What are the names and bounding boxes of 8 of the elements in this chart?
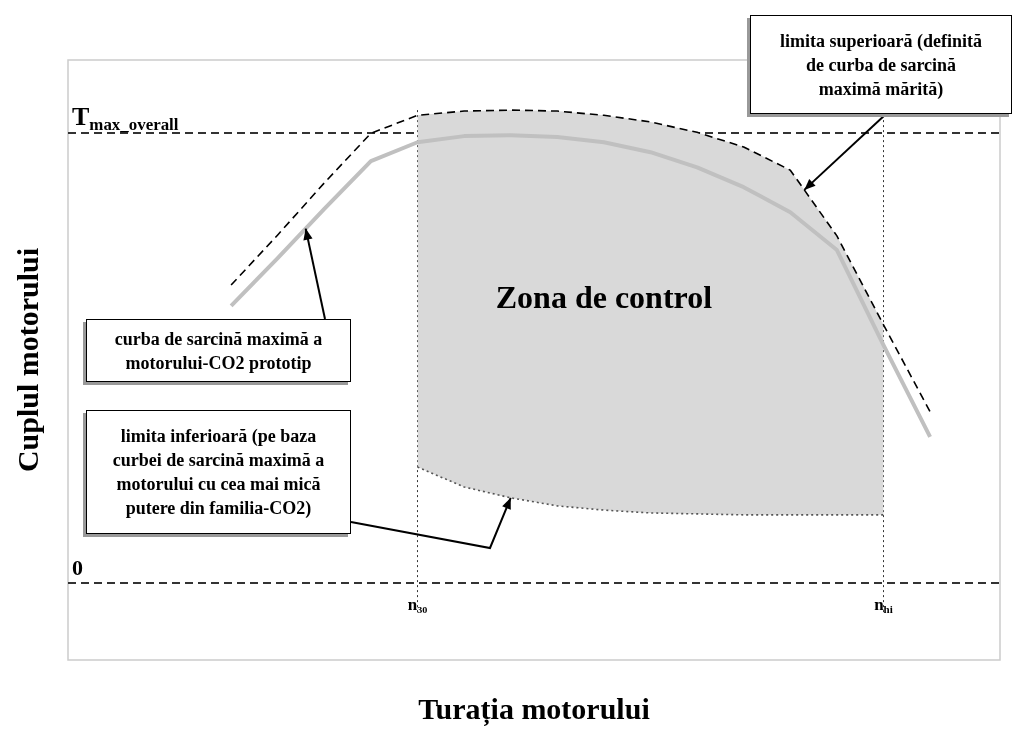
callout-box: limita inferioară (pe baza curbei de sarcină maximă a motorului cu cea mai mică putere din familia-CO2) <box>86 410 351 534</box>
ref-line-label: 0 <box>72 554 83 580</box>
x-tick-label: n₃₀ <box>407 595 428 614</box>
y-axis-title: Cuplul motorului <box>10 247 44 473</box>
callout-box: curba de sarcină maximă a motorului-CO2 prototip <box>86 319 351 382</box>
x-axis-title: Turația motorului <box>418 691 650 727</box>
annotation: Zona de control <box>495 278 713 315</box>
callout-box: limita superioară (definită de curba de sarcină maximă mărită) <box>750 15 1012 114</box>
